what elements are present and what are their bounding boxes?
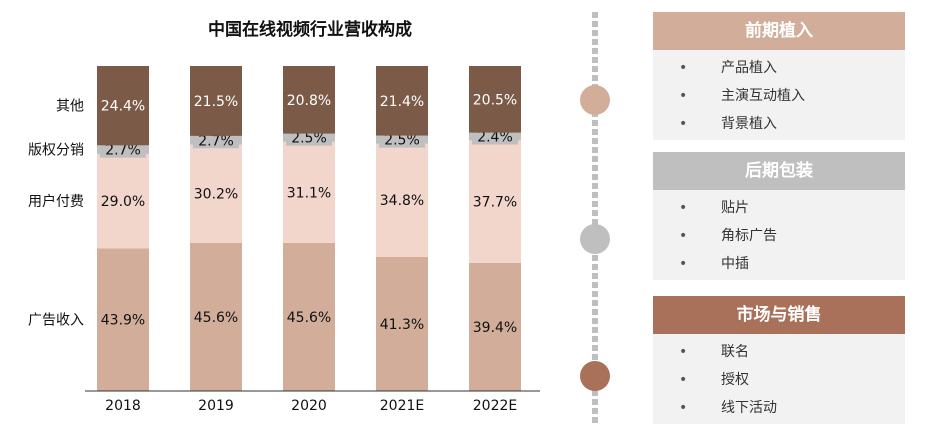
list-item: 主演互动植入 <box>653 82 905 110</box>
data-label-background <box>100 141 146 158</box>
data-label: 21.4% <box>380 94 424 110</box>
bar-segment <box>190 242 242 391</box>
panel-post-packaging: 后期包装 贴片 角标广告 中插 <box>653 152 905 280</box>
bar-segment <box>283 141 335 243</box>
x-tick-label: 2018 <box>105 398 141 414</box>
list-item: 授权 <box>653 366 905 394</box>
panel-title: 后期包装 <box>653 152 905 190</box>
bar-segment <box>97 154 149 249</box>
series-label: 用户付费 <box>28 193 84 210</box>
bar-segment <box>469 66 521 133</box>
data-label: 45.6% <box>287 310 331 326</box>
list-item: 背景植入 <box>653 110 905 138</box>
data-label: 29.0% <box>101 194 145 210</box>
series-label: 其他 <box>56 99 84 115</box>
bar-segment <box>469 140 521 263</box>
list-item: 中插 <box>653 250 905 278</box>
timeline-line <box>592 12 598 424</box>
chart-title: 中国在线视频行业营收构成 <box>208 19 412 40</box>
bar-segment <box>376 66 428 136</box>
revenue-composition-chart: 中国在线视频行业营收构成 43.9% 29.0% 2.7% 24.4% 45.6% 30.… <box>28 19 540 414</box>
data-label: 2.7% <box>105 143 141 159</box>
list-item: 产品植入 <box>653 54 905 82</box>
data-label: 2.4% <box>477 130 513 146</box>
data-label: 24.4% <box>101 99 145 115</box>
bar-segment <box>283 66 335 134</box>
bar-segment <box>469 262 521 391</box>
data-label: 39.4% <box>473 320 517 336</box>
data-label: 43.9% <box>101 313 145 329</box>
data-label: 45.6% <box>194 310 238 326</box>
x-tick-labels: 2018 2019 2020 2021E 2022E <box>105 398 517 414</box>
data-label-background <box>379 131 425 148</box>
data-label: 2.5% <box>291 131 327 147</box>
bar-segment <box>376 143 428 257</box>
panel-body: 产品植入 主演互动植入 背景植入 <box>653 50 905 140</box>
bar-segment <box>190 144 242 243</box>
data-label: 20.8% <box>287 93 331 109</box>
series-labels: 广告收入 用户付费 版权分销 其他 <box>28 99 84 329</box>
list-item: 线下活动 <box>653 394 905 422</box>
x-tick-label: 2022E <box>473 398 517 414</box>
data-label: 20.5% <box>473 92 517 108</box>
bar-segment <box>283 242 335 391</box>
data-label: 21.5% <box>194 94 238 110</box>
bar-segment <box>97 248 149 391</box>
data-label: 2.5% <box>384 133 420 149</box>
timeline-dot-3 <box>580 361 610 391</box>
data-label: 30.2% <box>194 187 238 203</box>
list-item: 贴片 <box>653 194 905 222</box>
panel-marketing-sales: 市场与销售 联名 授权 线下活动 <box>653 296 905 424</box>
series-label: 广告收入 <box>28 313 84 329</box>
list-item: 联名 <box>653 338 905 366</box>
x-tick-label: 2020 <box>291 398 327 414</box>
series-label: 版权分销 <box>28 143 84 159</box>
timeline-dot-2 <box>580 224 610 254</box>
data-label: 37.7% <box>473 195 517 211</box>
x-tick-label: 2019 <box>198 398 234 414</box>
data-label: 34.8% <box>380 193 424 209</box>
data-label: 31.1% <box>287 185 331 201</box>
panel-pre-placement: 前期植入 产品植入 主演互动植入 背景植入 <box>653 12 905 140</box>
timeline-dot-1 <box>580 85 610 115</box>
panel-body: 贴片 角标广告 中插 <box>653 190 905 280</box>
list-item: 角标广告 <box>653 222 905 250</box>
bar-segment <box>376 256 428 391</box>
data-label-background <box>193 132 239 149</box>
panel-title: 市场与销售 <box>653 296 905 334</box>
bar-segment <box>97 66 149 146</box>
x-tick-label: 2021E <box>380 398 424 414</box>
data-label: 2.7% <box>198 133 234 149</box>
bar-segment <box>190 66 242 136</box>
data-label: 41.3% <box>380 317 424 333</box>
panel-body: 联名 授权 线下活动 <box>653 334 905 424</box>
data-label-background <box>286 129 332 146</box>
bar-group: 43.9% 29.0% 2.7% 24.4% 45.6% 30.2% 2.7% 21.5% 45… <box>97 66 521 391</box>
panel-title: 前期植入 <box>653 12 905 50</box>
